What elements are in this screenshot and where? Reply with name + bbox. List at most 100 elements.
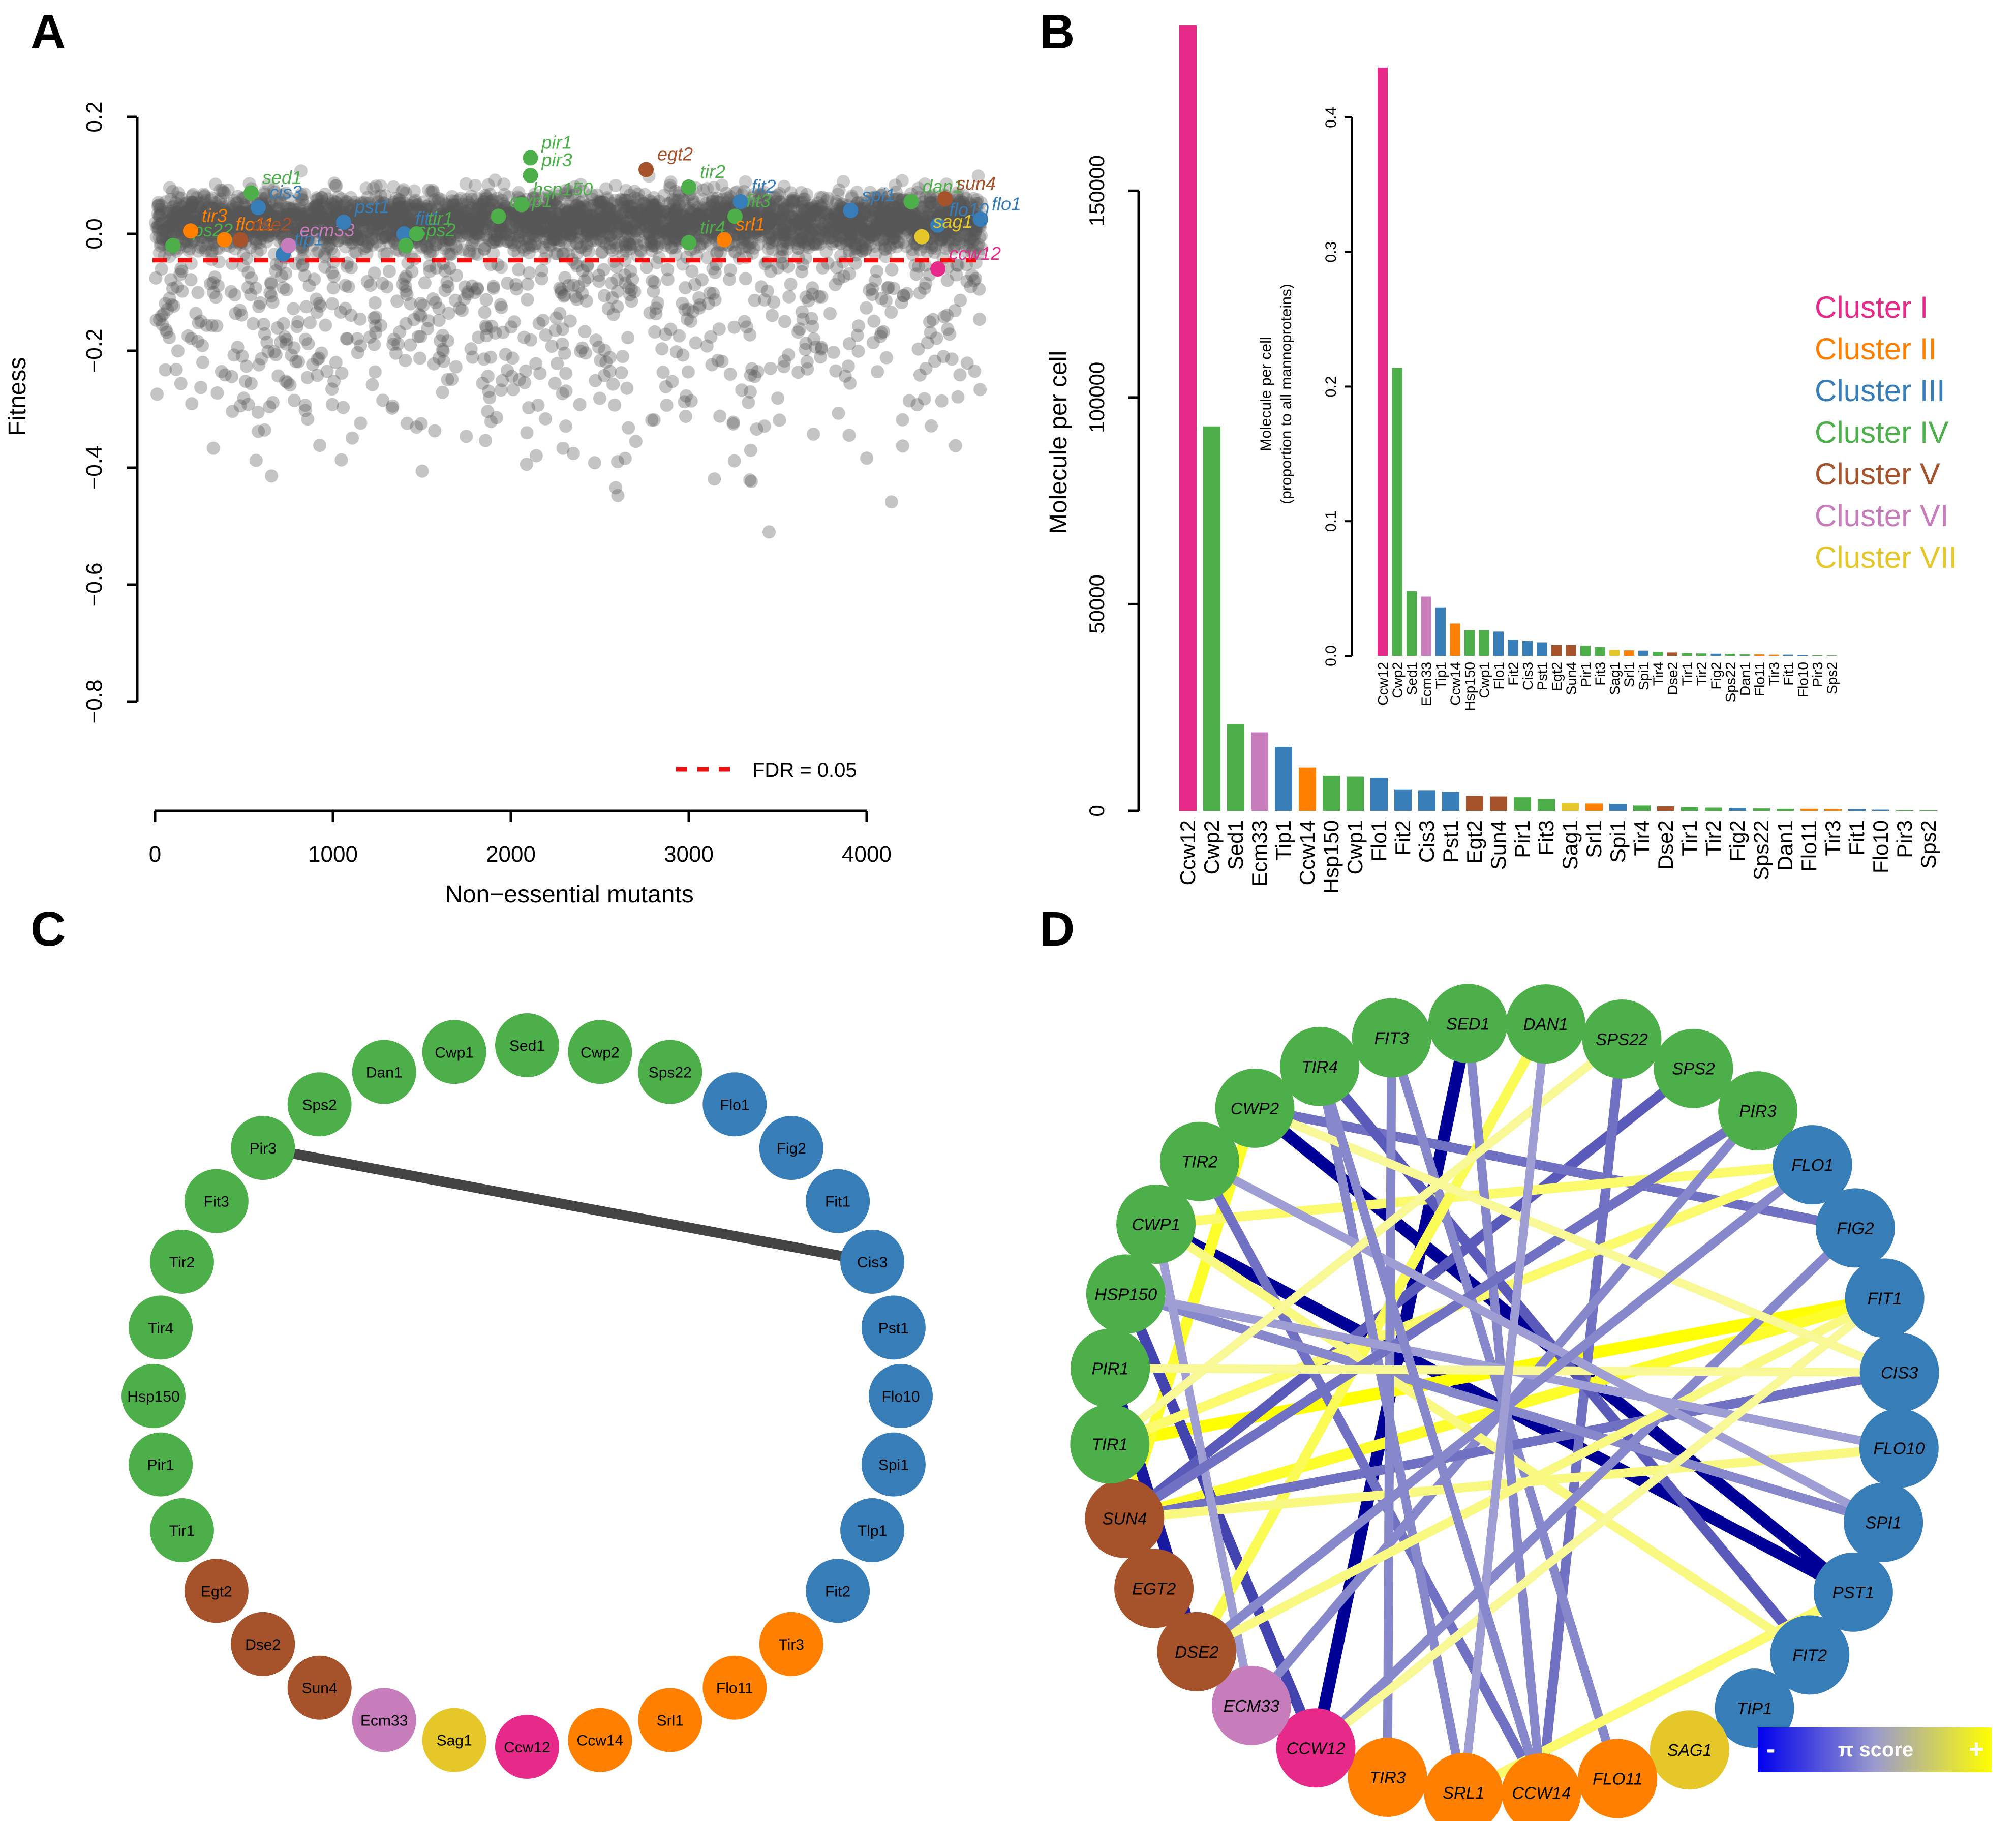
mutant-point <box>320 365 334 378</box>
mutant-point <box>280 337 293 351</box>
mutant-point <box>427 221 441 234</box>
mutant-point <box>952 207 965 221</box>
mutant-point <box>172 223 186 236</box>
mutant-point <box>369 326 383 340</box>
mutant-point <box>871 196 884 209</box>
node-label-Ccw12: Ccw12 <box>504 1739 551 1756</box>
mutant-point <box>808 204 821 218</box>
mutant-point <box>569 290 583 304</box>
mutant-point <box>189 307 203 320</box>
mutant-point <box>960 356 974 370</box>
mutant-point <box>743 241 756 255</box>
mutant-point <box>875 237 889 251</box>
node-label-Fit3: Fit3 <box>204 1194 229 1210</box>
node-label-DSE2: DSE2 <box>1175 1643 1218 1661</box>
mutant-point <box>743 328 757 342</box>
mutant-point <box>191 335 205 348</box>
mutant-point <box>441 211 454 225</box>
mutant-point <box>926 313 940 326</box>
mutant-point <box>696 183 710 197</box>
mutant-point <box>321 192 334 206</box>
mutant-point <box>162 222 175 235</box>
mutant-point <box>273 219 287 232</box>
mutant-point <box>441 206 454 220</box>
mutant-point <box>229 216 242 229</box>
node-label-Sps22: Sps22 <box>649 1065 692 1081</box>
mutant-point <box>784 222 798 236</box>
mutant-point <box>313 296 326 310</box>
mutant-point <box>584 221 597 234</box>
mutant-point <box>832 272 846 286</box>
mutant-point <box>466 225 479 239</box>
mutant-point <box>459 177 473 191</box>
node-label-Tir4: Tir4 <box>148 1320 174 1337</box>
mutant-point <box>545 202 559 216</box>
mutant-point <box>360 275 374 288</box>
mutant-point <box>155 217 168 230</box>
node-label-TIP1: TIP1 <box>1737 1699 1773 1718</box>
node-label-FIG2: FIG2 <box>1837 1219 1874 1237</box>
mutant-point <box>384 228 397 241</box>
mutant-point <box>867 314 881 328</box>
panel-label-d: D <box>1040 902 1075 956</box>
bar-Spi1 <box>1609 804 1627 811</box>
mutant-point <box>842 216 855 230</box>
mutant-point <box>350 230 363 244</box>
mutant-point <box>643 226 656 240</box>
mutant-point <box>673 329 686 343</box>
mutant-point <box>562 223 575 237</box>
mutant-point <box>237 391 251 405</box>
mutant-point <box>280 333 293 347</box>
mutant-point <box>902 210 916 224</box>
mutant-point <box>476 376 490 390</box>
mutant-point <box>532 226 546 239</box>
mutant-point <box>923 315 936 329</box>
mutant-point <box>383 264 396 278</box>
mutant-point <box>239 221 253 235</box>
mutant-point <box>877 196 891 210</box>
mutant-point <box>281 376 294 389</box>
mutant-point <box>445 190 459 203</box>
mutant-point <box>779 201 792 215</box>
mutant-point <box>680 213 693 226</box>
mutant-point <box>603 351 617 365</box>
mutant-point <box>763 213 777 227</box>
mutant-point <box>266 295 280 309</box>
mutant-point <box>392 194 406 207</box>
mutant-point <box>798 203 812 217</box>
mutant-label-ccw12: ccw12 <box>949 243 1001 264</box>
mutant-point <box>732 232 746 246</box>
legend-item-IV: Cluster IV <box>1815 415 1948 449</box>
mutant-point <box>687 214 701 227</box>
mutant-point <box>225 206 238 220</box>
mutant-point <box>965 198 979 212</box>
mutant-point <box>738 233 751 247</box>
mutant-point <box>401 416 414 430</box>
mutant-point <box>418 207 432 221</box>
mutant-point <box>611 489 625 502</box>
mutant-point <box>832 406 845 420</box>
mutant-point <box>350 216 363 230</box>
mutant-point <box>630 206 644 220</box>
mutant-point <box>829 234 842 248</box>
mutant-point <box>497 197 510 211</box>
mutant-point <box>348 245 362 259</box>
mutant-point <box>457 204 471 218</box>
mutant-point <box>634 215 647 228</box>
mutant-point <box>838 219 852 232</box>
mutant-point <box>664 322 678 336</box>
mutant-point <box>443 233 457 247</box>
mutant-point <box>862 230 875 244</box>
mutant-point <box>438 264 452 278</box>
mutant-point <box>795 305 809 319</box>
mutant-point <box>953 195 966 209</box>
mutant-point <box>903 208 917 222</box>
mutant-label-fit2: fit2 <box>752 176 776 197</box>
mutant-point <box>701 209 715 223</box>
mutant-point <box>329 205 343 219</box>
mutant-point <box>573 216 587 230</box>
mutant-point <box>655 224 668 237</box>
mutant-point <box>949 217 963 231</box>
mutant-point <box>624 264 637 278</box>
mutant-point <box>436 343 449 356</box>
